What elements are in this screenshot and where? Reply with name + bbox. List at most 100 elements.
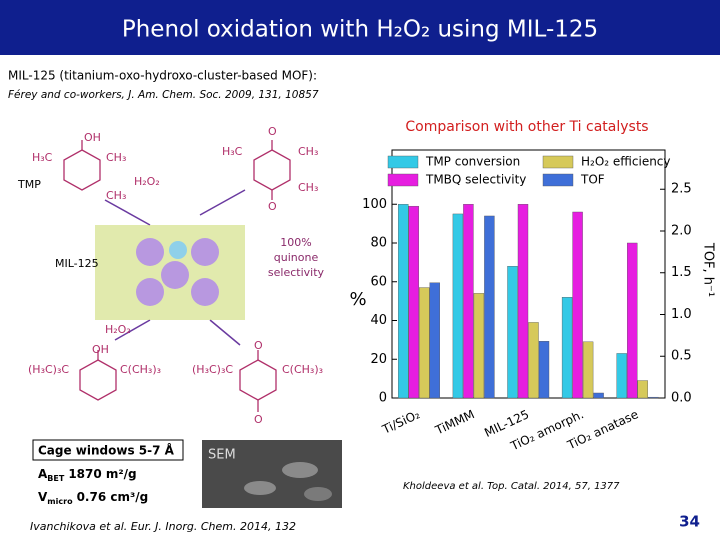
- symbol: A: [38, 467, 48, 481]
- sem-particle: [244, 481, 276, 495]
- label: MIL-125: [55, 257, 99, 270]
- y2-axis-label: TOF, h⁻¹: [701, 242, 716, 297]
- ring: [63, 149, 101, 191]
- bar: [419, 287, 430, 399]
- legend-label: TMBQ selectivity: [425, 173, 526, 187]
- reference: Ivanchikova et al. Eur. J. Inorg. Chem. …: [30, 520, 296, 533]
- y-tick-label: 40: [370, 313, 387, 328]
- legend-label: H₂O₂ efficiency: [581, 155, 671, 169]
- bar: [517, 204, 529, 399]
- cage: [191, 238, 219, 266]
- vmicro: Vmicro 0.76 cm³/g: [38, 490, 148, 506]
- ring: [253, 149, 291, 191]
- label: quinone: [274, 251, 319, 264]
- y2-tick-label: 0.5: [671, 349, 692, 364]
- cage: [169, 241, 187, 259]
- legend-swatch: [542, 173, 574, 187]
- bar: [561, 297, 573, 399]
- legend-label: TMP conversion: [425, 155, 520, 169]
- arrow: [114, 319, 151, 341]
- bar: [582, 341, 594, 399]
- reference: Kholdeeva et al. Top. Catal. 2014, 57, 1…: [403, 481, 620, 492]
- arrow: [199, 189, 246, 216]
- chart: 0 20 40 60 80 100 0.0 0.5 1.0 1.5 2.0 2.5% TOF, h⁻¹ T…: [349, 149, 716, 454]
- label: O: [268, 200, 277, 213]
- bar: [528, 322, 539, 399]
- bar: [637, 380, 648, 399]
- y2-tick-label: 1.5: [671, 265, 692, 280]
- bar: [538, 341, 550, 399]
- y-tick-label: 60: [370, 274, 387, 289]
- cage: [191, 278, 219, 306]
- bar: [452, 213, 464, 399]
- label: selectivity: [268, 266, 325, 279]
- label: H₂O₂: [134, 175, 160, 188]
- value: 0.76 cm³/g: [77, 490, 149, 504]
- label: OH: [92, 343, 109, 356]
- y2-tick-label: 0.0: [671, 391, 692, 406]
- sem-label: SEM: [208, 448, 236, 463]
- arrow: [104, 199, 151, 226]
- bar: [572, 211, 583, 399]
- bar: [593, 392, 604, 399]
- y2-tick-label: 1.0: [671, 307, 692, 322]
- page-number: 34: [679, 513, 700, 531]
- subscript: BET: [47, 474, 65, 483]
- label: CH₃: [298, 145, 318, 158]
- label: TMP: [17, 178, 41, 191]
- label: H₃C: [32, 151, 53, 164]
- bar: [648, 396, 659, 399]
- label: (H₃C)₃C: [192, 363, 233, 376]
- reference: Férey and co-workers, J. Am. Chem. Soc. …: [8, 89, 319, 101]
- label: OH: [84, 131, 101, 144]
- label: O: [254, 413, 263, 426]
- legend-swatch: [542, 155, 574, 169]
- bar: [484, 215, 495, 399]
- bar: [507, 266, 518, 399]
- arrows: [104, 189, 246, 346]
- x-tick-label: Ti/SiO₂: [379, 407, 422, 437]
- slide-title: Phenol oxidation with H₂O₂ using MIL-125: [122, 17, 598, 43]
- sem-particle: [304, 487, 332, 501]
- label: O: [254, 339, 263, 352]
- symbol: V: [38, 490, 48, 504]
- bar: [398, 204, 409, 399]
- label: CH₃: [106, 151, 126, 164]
- ring: [79, 359, 117, 401]
- cage-box: [32, 439, 184, 461]
- intro-text: MIL-125 (titanium-oxo-hydroxo-cluster-ba…: [8, 69, 317, 83]
- y-axis-label: %: [349, 289, 366, 310]
- legend-label: TOF: [580, 173, 605, 187]
- x-tick-label: TiMMM: [432, 407, 476, 438]
- label: (H₃C)₃C: [28, 363, 69, 376]
- bar: [408, 205, 419, 399]
- ring: [239, 359, 277, 401]
- legend-swatch: [387, 173, 419, 187]
- label: H₂O₂: [105, 323, 131, 336]
- bar: [463, 204, 474, 399]
- label: O: [268, 125, 277, 138]
- bar: [429, 282, 440, 399]
- cage: [136, 278, 164, 306]
- legend-swatch: [387, 155, 419, 169]
- subscript: micro: [47, 497, 73, 506]
- label: 100%: [280, 236, 311, 249]
- label: H₃C: [222, 145, 243, 158]
- cage-text: Cage windows 5-7 Å: [38, 443, 175, 458]
- chart-title: Comparison with other Ti catalysts: [405, 119, 648, 135]
- y2-tick-label: 2.0: [671, 223, 692, 238]
- cage: [161, 261, 189, 289]
- y-tick-label: 80: [370, 236, 387, 251]
- abet: ABET 1870 m²/g: [38, 467, 137, 483]
- arrow: [209, 319, 241, 346]
- header-bar: [0, 0, 720, 55]
- y2-tick-label: 2.5: [671, 182, 692, 197]
- bar: [473, 293, 485, 399]
- label: CH₃: [106, 189, 126, 202]
- cage: [136, 238, 164, 266]
- reaction-scheme: [63, 140, 291, 412]
- sem-particle: [282, 462, 318, 478]
- scheme-labels: OH H₃C CH₃ CH₃ TMP H₂O₂ O H₃C CH₃ CH₃ O …: [17, 125, 325, 426]
- y-tick-label: 100: [362, 197, 387, 212]
